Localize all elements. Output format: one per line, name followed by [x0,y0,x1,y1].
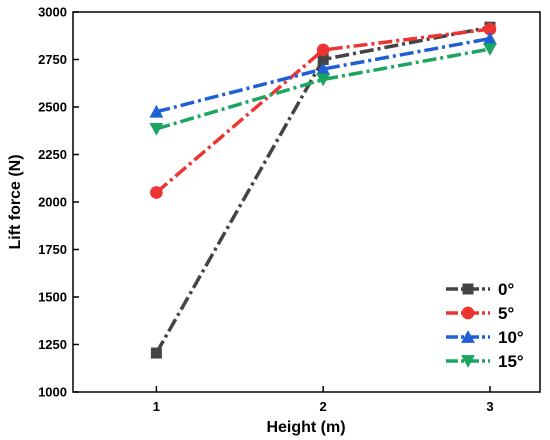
y-tick-label: 1500 [38,290,67,305]
data-point [483,31,497,45]
y-tick-label: 2750 [38,52,67,67]
y-tick-label: 1750 [38,242,67,257]
data-point [483,22,497,36]
legend-swatch-marker [461,330,475,343]
x-axis: 1 2 3 [153,386,494,414]
legend-label: 15° [498,352,524,371]
y-tick-label: 1000 [38,385,67,400]
series-line [155,47,491,131]
series-layer [149,21,497,359]
legend-swatch-marker [461,355,475,368]
x-tick-label: 2 [320,399,327,414]
data-point [316,73,331,87]
x-axis-title: Height (m) [266,419,345,436]
y-tick-label: 3000 [38,5,67,20]
legend-label: 5° [498,304,514,323]
legend-entry: 15° [446,352,524,371]
series-2 [149,31,497,118]
legend: 0° 5° 10° 15° [446,280,524,371]
data-point [316,62,331,75]
y-tick-label: 1250 [38,337,67,352]
series-1 [150,22,497,199]
legend-entry: 10° [446,328,524,347]
data-point [317,54,329,65]
series-3 [149,43,497,136]
data-point [149,123,164,136]
series-line [155,36,491,114]
data-point [483,43,497,56]
y-tick-label: 2500 [38,100,67,115]
legend-entry: 5° [446,304,514,323]
legend-label: 0° [498,280,514,299]
legend-label: 10° [498,328,524,347]
data-point [150,186,163,199]
y-tick-label: 2000 [38,195,67,210]
data-point [150,347,162,359]
x-tick-label: 3 [486,399,493,414]
data-point [149,104,164,118]
legend-swatch-marker [462,283,474,295]
y-axis: 1000 1250 1500 1750 2000 2250 2500 2750 3000 [38,5,79,400]
legend-entry: 0° [446,280,514,299]
x-tick-label: 1 [153,399,160,414]
y-axis-title: Lift force (N) [7,154,24,249]
legend-swatch-marker [461,306,475,320]
data-point [316,43,330,57]
y-tick-label: 2250 [38,147,67,162]
